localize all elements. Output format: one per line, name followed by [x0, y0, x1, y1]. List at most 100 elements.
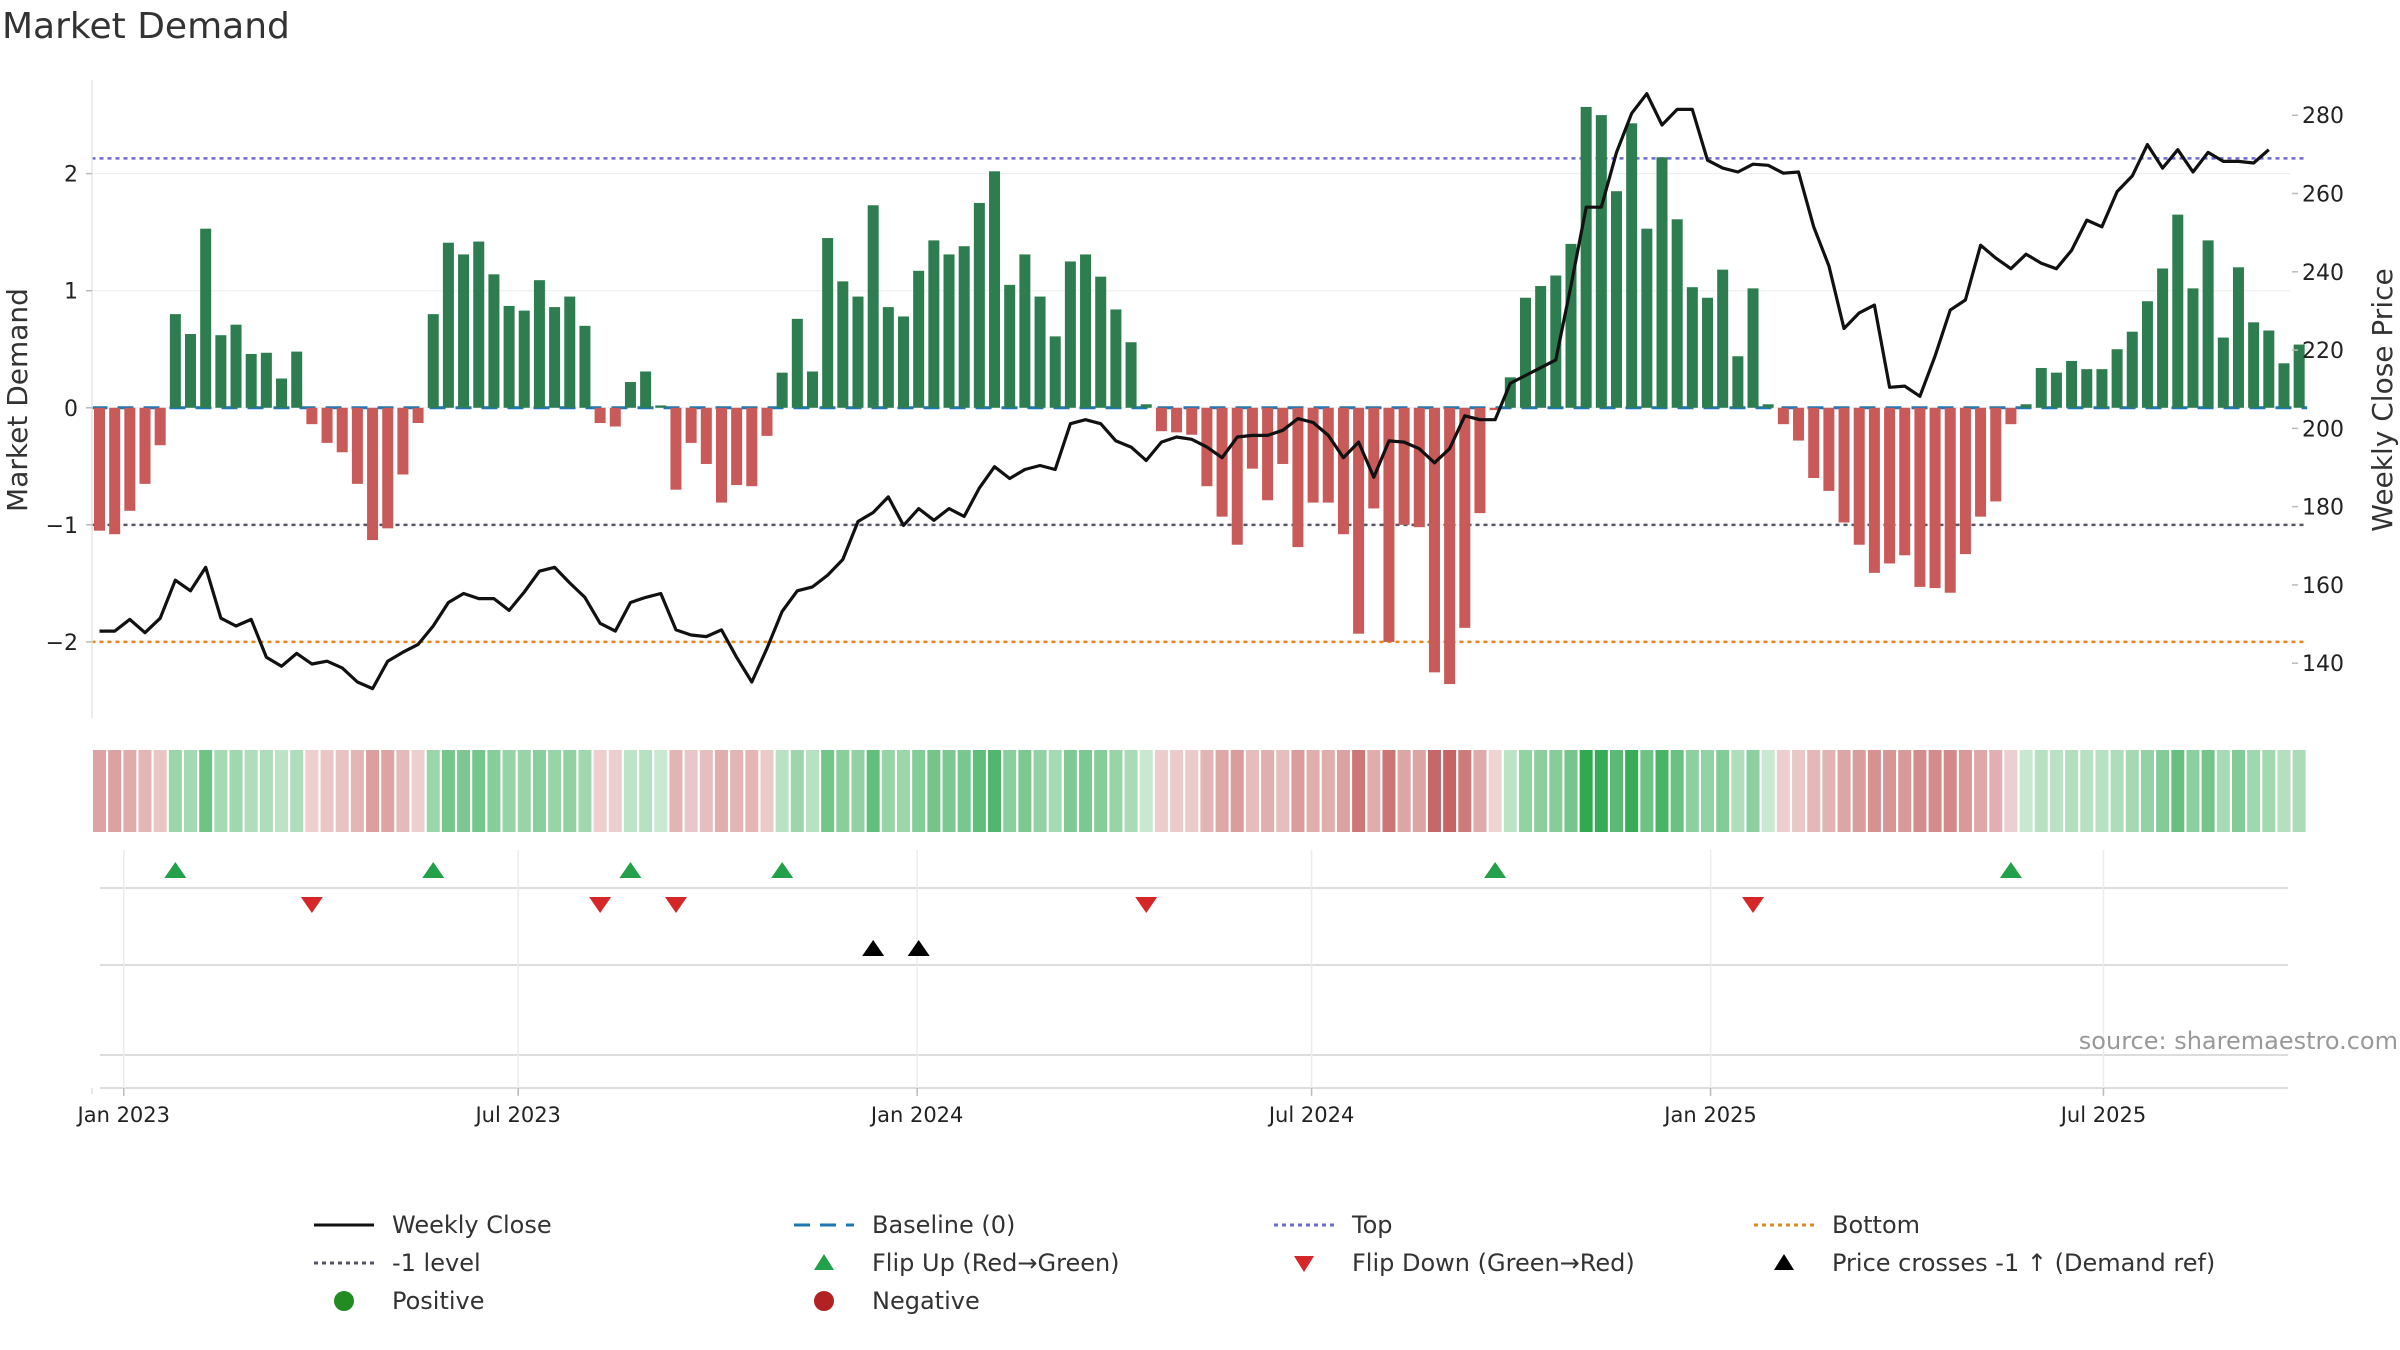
chart-title: Market Demand	[2, 6, 290, 47]
bottom-line-swatch	[1754, 1223, 1814, 1227]
demand-bar-positive	[1110, 309, 1122, 408]
demand-bar-positive	[533, 280, 545, 408]
y2-tick-label: 200	[2302, 417, 2344, 442]
weekly-close-line	[99, 92, 2270, 691]
demand-bar-positive	[2141, 301, 2153, 408]
heat-cell	[1185, 750, 1199, 832]
heat-cell	[1382, 750, 1396, 832]
heat-cell	[1488, 750, 1502, 832]
heat-cell	[396, 750, 410, 832]
demand-bar-negative	[2005, 407, 2017, 425]
demand-bar-negative	[1793, 407, 1805, 441]
demand-bar-negative	[685, 407, 697, 443]
heat-cell	[1503, 750, 1517, 832]
demand-bar-positive	[2232, 267, 2244, 408]
legend-label: Negative	[872, 1287, 980, 1315]
y2-tick-label: 280	[2302, 104, 2344, 129]
circle-icon	[814, 1291, 834, 1311]
signal-markers	[164, 862, 2022, 956]
demand-bar-negative	[1322, 407, 1334, 503]
heat-cell	[1352, 750, 1366, 832]
demand-bar-negative	[154, 407, 166, 446]
demand-bar-negative	[1277, 407, 1289, 464]
legend-label: Positive	[392, 1287, 485, 1315]
demand-bar-negative	[336, 407, 348, 453]
heat-cell	[457, 750, 471, 832]
heat-cell	[275, 750, 289, 832]
demand-bar-positive	[2157, 268, 2169, 408]
heat-cell	[2171, 750, 2185, 832]
demand-bar-positive	[518, 310, 530, 408]
demand-bar-positive	[1641, 228, 1653, 408]
demand-bar-positive	[806, 371, 818, 408]
legend-item-top: Top	[1270, 1210, 1393, 1240]
heat-cell	[229, 750, 243, 832]
demand-bar-positive	[427, 314, 439, 408]
heat-cell	[1473, 750, 1487, 832]
x-tick-label: Jan 2024	[869, 1103, 964, 1127]
heat-cell	[2262, 750, 2276, 832]
demand-bar-negative	[1186, 407, 1198, 435]
heat-cell	[199, 750, 213, 832]
demand-bar-negative	[746, 407, 758, 487]
heat-cell	[1321, 750, 1335, 832]
demand-bar-positive	[1595, 115, 1607, 408]
demand-bar-positive	[1519, 297, 1531, 408]
flip-down-marker	[300, 897, 323, 913]
demand-bar-positive	[458, 254, 470, 408]
demand-bar-negative	[1899, 407, 1911, 556]
demand-bar-negative	[761, 407, 773, 436]
heat-cell	[1291, 750, 1305, 832]
flip-down-marker	[1135, 897, 1158, 913]
legend: Weekly Close Baseline (0) Top Bottom -1 …	[300, 1210, 2300, 1330]
demand-bar-positive	[624, 382, 636, 408]
demand-bar-negative	[1868, 407, 1880, 573]
demand-bar-positive	[1095, 276, 1107, 408]
legend-item-flip-up: Flip Up (Red→Green)	[790, 1248, 1120, 1278]
demand-bar-negative	[367, 407, 379, 541]
demand-bar-negative	[1398, 407, 1410, 525]
demand-bar-negative	[1262, 407, 1274, 501]
heat-cell	[1048, 750, 1062, 832]
demand-bar-positive	[1535, 286, 1547, 408]
demand-bar-positive	[2035, 367, 2047, 408]
heat-cell	[1670, 750, 1684, 832]
demand-bar-negative	[1383, 407, 1395, 642]
demand-bar-positive	[200, 228, 212, 408]
heat-cell	[2065, 750, 2079, 832]
demand-bar-positive	[2126, 331, 2138, 408]
demand-bar-negative	[1216, 407, 1228, 517]
flip-up-marker	[619, 862, 642, 878]
demand-bar-positive	[1656, 157, 1668, 408]
demand-bar-negative	[1337, 407, 1349, 535]
heat-cell	[1792, 750, 1806, 832]
heat-cell	[1958, 750, 1972, 832]
heat-cell	[426, 750, 440, 832]
heat-cell	[1549, 750, 1563, 832]
heat-cell	[1579, 750, 1593, 832]
legend-item-negative: Negative	[790, 1286, 980, 1316]
heat-cell	[244, 750, 258, 832]
source-credit: source: sharemaestro.com	[2079, 1027, 2398, 1055]
demand-bar-negative	[94, 407, 105, 531]
heat-cell	[745, 750, 759, 832]
triangle-up-icon	[1774, 1254, 1794, 1270]
demand-bar-positive	[943, 254, 955, 408]
demand-bar-positive	[776, 372, 788, 408]
demand-bar-positive	[2111, 349, 2123, 408]
chart-canvas: 2 1 0 −1 −2 280 260 240 220 200 180 160 140 Jan 2023 J…	[1, 80, 2399, 1127]
demand-bar-positive	[291, 351, 303, 408]
heat-cell	[305, 750, 319, 832]
legend-label: Price crosses -1 ↑ (Demand ref)	[1832, 1249, 2216, 1277]
heat-cell	[1837, 750, 1851, 832]
heat-cell	[1594, 750, 1608, 832]
heat-cell	[335, 750, 349, 832]
heat-cell	[1336, 750, 1350, 832]
heat-cell	[472, 750, 486, 832]
demand-bar-positive	[655, 405, 667, 408]
heat-cell	[1215, 750, 1229, 832]
legend-label: Flip Down (Green→Red)	[1352, 1249, 1635, 1277]
heat-cell	[259, 750, 273, 832]
demand-bar-positive	[2217, 337, 2229, 408]
heat-cell	[1943, 750, 1957, 832]
